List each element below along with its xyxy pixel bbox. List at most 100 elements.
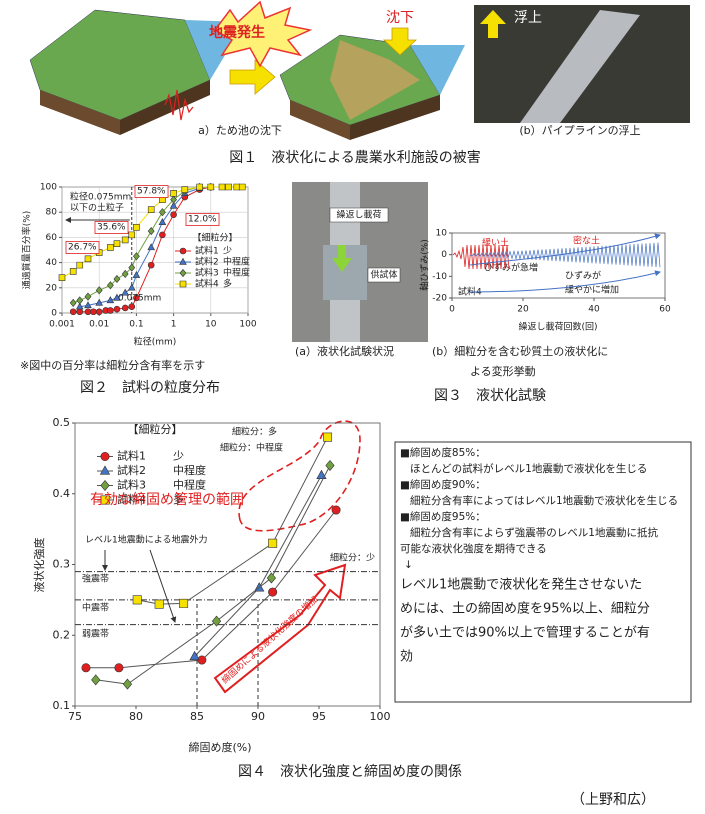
loose-soil-waveform — [452, 244, 510, 270]
legend-fines: 少 — [173, 450, 184, 463]
author: （上野和広） — [571, 792, 655, 808]
data-point — [114, 663, 124, 673]
legend-marker — [179, 280, 187, 288]
data-point — [170, 211, 177, 219]
plot-frame — [451, 232, 666, 299]
legend-label: 試料4 — [117, 492, 146, 506]
data-point — [133, 252, 140, 261]
data-point — [84, 301, 92, 309]
x-tick-label: 95 — [312, 710, 326, 723]
data-point — [107, 307, 114, 314]
legend-marker — [99, 465, 111, 475]
quake-label: 地震発生 — [209, 24, 265, 41]
legend-label: 試料4 — [195, 278, 219, 290]
x-axis-label: 締固め度(%) — [188, 740, 251, 754]
data-point — [147, 261, 155, 269]
x-tick-label: 85 — [190, 710, 204, 723]
annotation: 緩い土 — [482, 237, 509, 249]
y-axis-label: 軸ひずみ(%) — [419, 239, 431, 291]
data-point — [127, 283, 136, 291]
legend-fines: 多 — [173, 492, 184, 506]
data-point — [122, 678, 133, 690]
data-point — [113, 240, 121, 247]
data-point — [189, 650, 200, 661]
data-point — [75, 302, 84, 310]
annotation: 弱震帯 — [82, 628, 109, 640]
figure-caption: 図１ 液状化による農業水利施設の被害 — [229, 150, 481, 166]
legend-marker — [179, 247, 187, 255]
strain-chart: 0 20 40 60 10 0 -10 -20 繰返し載荷回数(回) 軸ひずみ(%) 緩い土ひずみが… — [419, 229, 671, 333]
data-point — [107, 281, 114, 290]
summary-box — [394, 441, 692, 703]
data-point — [170, 195, 177, 204]
data-point — [238, 183, 246, 191]
data-point — [233, 183, 241, 191]
data-point — [211, 615, 222, 627]
annotation: 細粒分：中程度 — [220, 442, 283, 454]
annotation: 中震帯 — [82, 602, 109, 614]
data-point — [95, 298, 104, 306]
x-tick-label: 40 — [588, 305, 600, 315]
y-tick-label: 40 — [46, 258, 58, 268]
data-point — [106, 296, 115, 304]
annotation: 35.6% — [97, 223, 126, 233]
x-tick-label: 0 — [449, 305, 455, 315]
data-point — [181, 186, 189, 193]
x-axis-label: 粒径(mm) — [134, 336, 177, 348]
annotation: 26.7% — [68, 243, 97, 253]
arrow — [149, 549, 177, 623]
summary-line: ■締固め度85%： — [400, 446, 486, 459]
data-point — [169, 201, 178, 209]
data-point — [84, 255, 92, 263]
legend-label: 試料1 — [195, 245, 219, 257]
data-point — [113, 305, 121, 313]
data-point — [132, 270, 141, 278]
y-tick-label: 60 — [46, 233, 58, 243]
annotation: ひずみが — [565, 270, 601, 282]
x-tick-label: 20 — [517, 305, 529, 315]
annotation: 12.0% — [188, 215, 217, 225]
caption-a: a）ため池の沈下 — [198, 123, 282, 137]
data-point — [268, 538, 278, 548]
legend-title: 【細粒分】 — [192, 232, 237, 244]
dense-soil-waveform — [469, 242, 661, 268]
y-tick-label: 0.2 — [53, 628, 71, 641]
data-point — [128, 303, 136, 311]
increase-arrow — [213, 563, 347, 694]
summary-line: 細粒分含有率によってはレベル1地震動で液状化を生じる — [410, 494, 678, 507]
annotation-box — [94, 221, 129, 234]
data-point — [113, 293, 121, 301]
x-tick-label: 10 — [205, 320, 217, 330]
data-point — [133, 294, 140, 302]
y-tick-label: 0 — [51, 309, 57, 319]
summary: ■締固め度85%： ほとんどの試料がレベル1地震動で液状化を生じる ■締固め度90%… — [400, 446, 678, 665]
annotation-box — [134, 185, 169, 198]
annotation: 細粒分：多 — [232, 426, 277, 438]
legend-marker — [100, 479, 110, 492]
legend-fines: 中程度 — [223, 256, 250, 268]
summary-line: 効 — [400, 650, 413, 665]
annotation-box — [65, 241, 100, 254]
legend-marker — [100, 451, 110, 461]
x-tick-label: 60 — [659, 305, 671, 315]
summary-line: 可能な液状化強度を期待できる — [400, 542, 547, 555]
data-point — [225, 183, 232, 191]
y-tick-label: 0 — [441, 250, 447, 260]
data-point — [107, 244, 114, 251]
annotation: 以下の土粒子 — [70, 202, 124, 214]
summary-line: 細粒分含有率によらず強震帯のレベル1地震動に抵抗 — [410, 526, 658, 539]
data-point — [121, 304, 129, 312]
legend-label: 試料2 — [117, 463, 146, 477]
legend-fines: 中程度 — [173, 463, 206, 477]
data-point — [159, 231, 166, 239]
summary-line: ■締固め度95%： — [400, 510, 486, 523]
legend-label: 試料2 — [195, 256, 219, 268]
legend-marker — [179, 257, 187, 265]
caption-b: (b）細粒分を含む砂質土の液状化に — [432, 344, 608, 358]
y-tick-label: -20 — [432, 294, 447, 304]
data-point — [69, 268, 77, 275]
legend-title: 【細粒分】 — [128, 422, 183, 436]
data-point — [268, 587, 278, 597]
annotation: 0.075mm — [118, 294, 161, 304]
